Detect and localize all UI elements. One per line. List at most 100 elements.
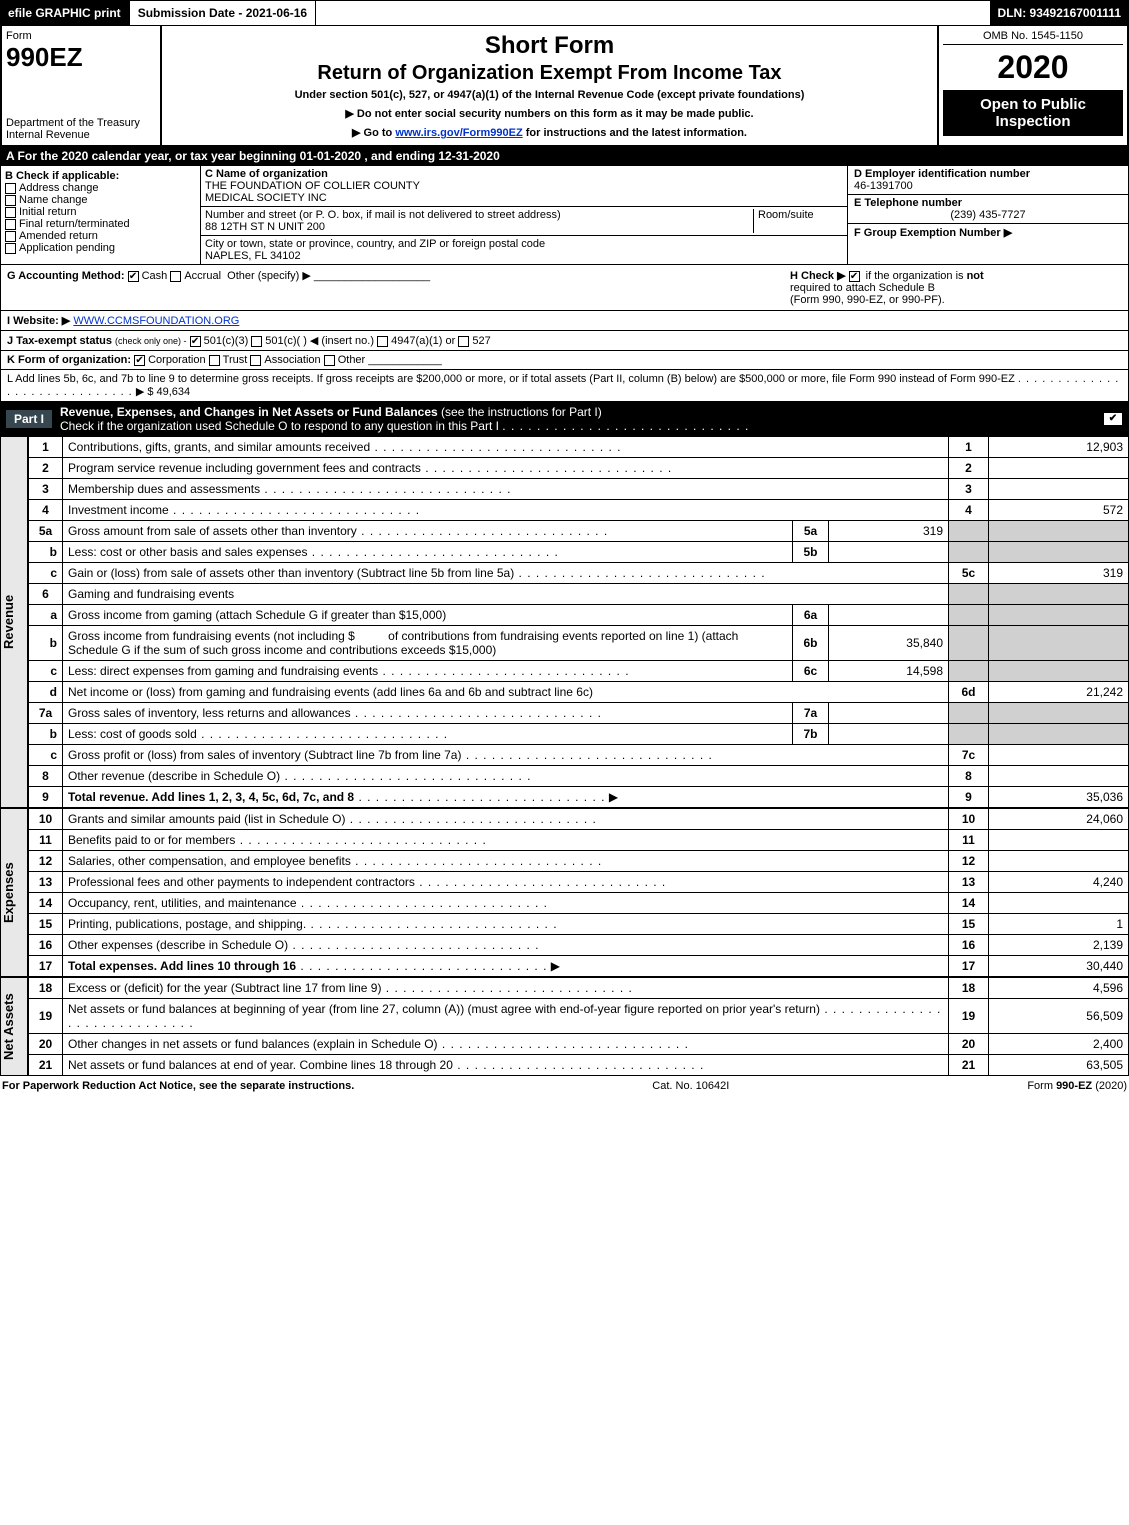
- l17-amt: 30,440: [989, 956, 1129, 977]
- l9-amt: 35,036: [989, 787, 1129, 808]
- l7b-desc: Less: cost of goods sold: [68, 727, 448, 741]
- chk-initial-return[interactable]: [5, 207, 16, 218]
- k-other: Other: [338, 354, 366, 366]
- line-6a: aGross income from gaming (attach Schedu…: [29, 605, 1129, 626]
- open-public-badge: Open to Public Inspection: [943, 90, 1123, 136]
- l20-no: 20: [949, 1034, 989, 1055]
- l17-no: 17: [949, 956, 989, 977]
- l6c-desc: Less: direct expenses from gaming and fu…: [68, 664, 630, 678]
- chk-cash[interactable]: ✔: [128, 271, 139, 282]
- footer-right-post: (2020): [1092, 1080, 1127, 1092]
- l16-desc: Other expenses (describe in Schedule O): [68, 938, 540, 952]
- chk-501c[interactable]: [251, 336, 262, 347]
- l18-no: 18: [949, 978, 989, 999]
- opt-name-change: Name change: [19, 194, 88, 206]
- l5a-mid-no: 5a: [793, 521, 829, 542]
- footer-right-form: 990-EZ: [1056, 1080, 1092, 1092]
- j-note: (check only one) -: [115, 336, 187, 346]
- col-b-label: B Check if applicable:: [5, 170, 196, 182]
- l7b-mid-no: 7b: [793, 724, 829, 745]
- chk-h[interactable]: ✔: [849, 271, 860, 282]
- line-6c: cLess: direct expenses from gaming and f…: [29, 661, 1129, 682]
- l10-desc: Grants and similar amounts paid (list in…: [68, 812, 597, 826]
- l8-desc: Other revenue (describe in Schedule O): [68, 769, 531, 783]
- expenses-section: Expenses 10Grants and similar amounts pa…: [0, 808, 1129, 977]
- l8-amt: [989, 766, 1129, 787]
- chk-amended-return[interactable]: [5, 231, 16, 242]
- section-b-to-f: B Check if applicable: Address change Na…: [0, 165, 1129, 265]
- line-7c: cGross profit or (loss) from sales of in…: [29, 745, 1129, 766]
- chk-trust[interactable]: [209, 355, 220, 366]
- l19-desc: Net assets or fund balances at beginning…: [68, 1002, 820, 1016]
- l6d-desc: Net income or (loss) from gaming and fun…: [63, 682, 949, 703]
- header-left: Form 990EZ Department of the Treasury In…: [2, 26, 162, 145]
- l2-desc: Program service revenue including govern…: [68, 461, 672, 475]
- under-section: Under section 501(c), 527, or 4947(a)(1)…: [172, 89, 927, 101]
- goto-post: for instructions and the latest informat…: [523, 127, 747, 139]
- line-4: 4Investment income4572: [29, 500, 1129, 521]
- row-g-h: G Accounting Method: ✔Cash Accrual Other…: [0, 265, 1129, 311]
- tax-year: 2020: [943, 49, 1123, 86]
- form-header: Form 990EZ Department of the Treasury In…: [0, 26, 1129, 147]
- line-7b: bLess: cost of goods sold7b: [29, 724, 1129, 745]
- line-11: 11Benefits paid to or for members11: [29, 830, 1129, 851]
- line-8: 8Other revenue (describe in Schedule O)8: [29, 766, 1129, 787]
- line-19: 19Net assets or fund balances at beginni…: [29, 999, 1129, 1034]
- chk-schedule-o[interactable]: ✔: [1103, 412, 1123, 426]
- chk-name-change[interactable]: [5, 195, 16, 206]
- l12-desc: Salaries, other compensation, and employ…: [68, 854, 602, 868]
- col-b: B Check if applicable: Address change Na…: [1, 166, 201, 264]
- l18-amt: 4,596: [989, 978, 1129, 999]
- l14-no: 14: [949, 893, 989, 914]
- row-j-tax: J Tax-exempt status (check only one) - ✔…: [0, 331, 1129, 351]
- h-block: H Check ▶ ✔ if the organization is not r…: [782, 269, 1122, 306]
- line-5c: cGain or (loss) from sale of assets othe…: [29, 563, 1129, 584]
- line-10: 10Grants and similar amounts paid (list …: [29, 809, 1129, 830]
- g-cash: Cash: [142, 270, 168, 282]
- chk-address-change[interactable]: [5, 183, 16, 194]
- expenses-vlabel: Expenses: [0, 808, 28, 977]
- l5c-desc: Gain or (loss) from sale of assets other…: [68, 566, 766, 580]
- chk-app-pending[interactable]: [5, 243, 16, 254]
- l14-desc: Occupancy, rent, utilities, and maintena…: [68, 896, 548, 910]
- l4-no: 4: [949, 500, 989, 521]
- top-bar: efile GRAPHIC print Submission Date - 20…: [0, 0, 1129, 26]
- l14-amt: [989, 893, 1129, 914]
- l6c-mid-val: 14,598: [829, 661, 949, 682]
- chk-assoc[interactable]: [250, 355, 261, 366]
- irs-link[interactable]: www.irs.gov/Form990EZ: [395, 127, 522, 139]
- k-corp: Corporation: [148, 354, 205, 366]
- line-6d: dNet income or (loss) from gaming and fu…: [29, 682, 1129, 703]
- l6b-pre: Gross income from fundraising events (no…: [68, 629, 355, 643]
- l19-amt: 56,509: [989, 999, 1129, 1034]
- l17-dots: [296, 959, 547, 973]
- chk-other-org[interactable]: [324, 355, 335, 366]
- line-6b: bGross income from fundraising events (n…: [29, 626, 1129, 661]
- l6-desc: Gaming and fundraising events: [63, 584, 949, 605]
- street-value: 88 12TH ST N UNIT 200: [205, 221, 325, 233]
- chk-corp[interactable]: ✔: [134, 355, 145, 366]
- opt-address-change: Address change: [19, 182, 99, 194]
- d-label: D Employer identification number: [854, 168, 1030, 180]
- chk-final-return[interactable]: [5, 219, 16, 230]
- efile-label: efile GRAPHIC print: [0, 0, 129, 26]
- opt-initial-return: Initial return: [19, 206, 76, 218]
- line-17: 17Total expenses. Add lines 10 through 1…: [29, 956, 1129, 977]
- l11-no: 11: [949, 830, 989, 851]
- omb-number: OMB No. 1545-1150: [943, 30, 1123, 45]
- l13-no: 13: [949, 872, 989, 893]
- l5b-mid-val: [829, 542, 949, 563]
- chk-accrual[interactable]: [170, 271, 181, 282]
- page-footer: For Paperwork Reduction Act Notice, see …: [0, 1076, 1129, 1096]
- netassets-table: 18Excess or (deficit) for the year (Subt…: [28, 977, 1129, 1076]
- l15-desc: Printing, publications, postage, and shi…: [68, 917, 558, 931]
- chk-501c3[interactable]: ✔: [190, 336, 201, 347]
- l21-desc: Net assets or fund balances at end of ye…: [68, 1058, 453, 1072]
- l-text: L Add lines 5b, 6c, and 7b to line 9 to …: [7, 373, 1015, 385]
- chk-4947[interactable]: [377, 336, 388, 347]
- l3-no: 3: [949, 479, 989, 500]
- part1-header: Part I Revenue, Expenses, and Changes in…: [0, 402, 1129, 436]
- l6d-amt: 21,242: [989, 682, 1129, 703]
- chk-527[interactable]: [458, 336, 469, 347]
- website-link[interactable]: WWW.CCMSFOUNDATION.ORG: [73, 315, 239, 327]
